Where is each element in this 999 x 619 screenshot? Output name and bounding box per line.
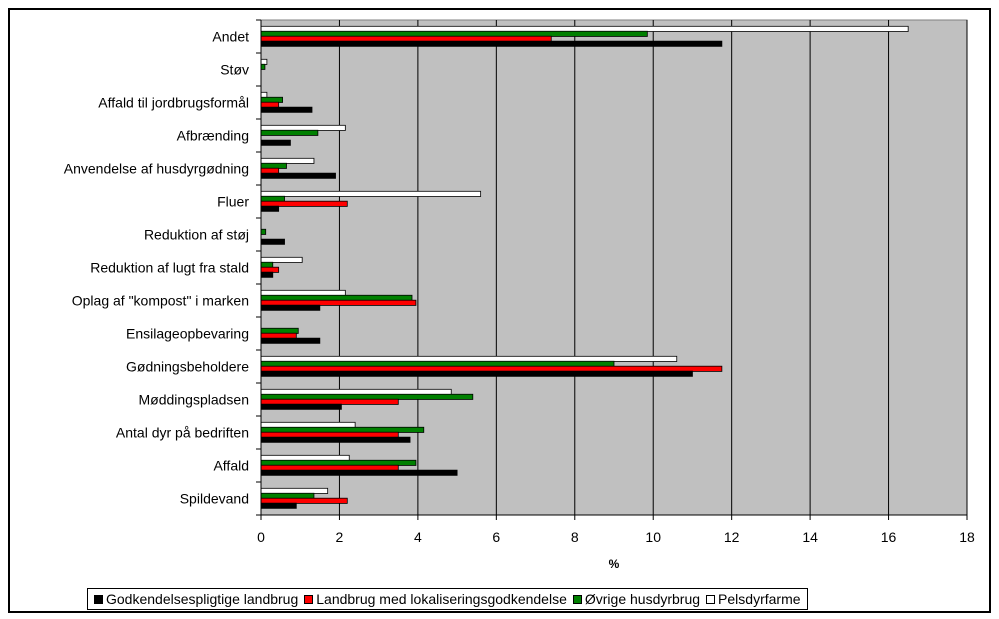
x-tick-label: 16: [881, 529, 897, 545]
x-tick-label: 10: [645, 529, 661, 545]
bar: [260, 157, 315, 164]
bar: [260, 332, 297, 339]
x-tick-label: 8: [571, 529, 579, 545]
category-label: Ensilageopbevaring: [126, 326, 249, 342]
bar: [260, 421, 356, 428]
bar: [260, 58, 268, 65]
legend-swatch: [304, 594, 314, 604]
x-tick-label: 2: [336, 529, 344, 545]
bar: [260, 398, 399, 405]
bar: [260, 365, 723, 372]
bar: [260, 106, 313, 113]
x-tick-label: 6: [492, 529, 500, 545]
bar: [260, 256, 303, 263]
category-label: Spildevand: [180, 491, 249, 507]
bar: [260, 294, 413, 301]
bar: [260, 431, 399, 438]
bar: [260, 469, 458, 476]
bar: [260, 190, 482, 197]
bar: [260, 40, 723, 47]
legend-item: Landbrug med lokaliseringsgodkendelse: [304, 591, 567, 607]
bar: [260, 487, 329, 494]
bar: [260, 101, 280, 108]
bar: [260, 360, 615, 367]
bar: [260, 266, 280, 273]
category-label: Gødningsbeholdere: [126, 359, 249, 375]
bar: [260, 299, 417, 306]
bar: [260, 172, 336, 179]
bar: [260, 370, 693, 377]
legend-item: Øvrige husdyrbrug: [572, 591, 701, 607]
bar: [260, 238, 285, 245]
x-tick-label: 18: [959, 529, 975, 545]
category-label: Reduktion af lugt fra stald: [90, 260, 249, 276]
category-label: Oplag af "kompost" i marken: [72, 293, 249, 309]
bar: [260, 124, 346, 131]
bar: [260, 492, 315, 499]
bar: [260, 205, 280, 212]
axes: [256, 19, 968, 520]
bars: [260, 25, 909, 509]
bar: [260, 454, 350, 461]
bar: [260, 96, 283, 103]
bar: [260, 403, 342, 410]
bar: [260, 195, 285, 202]
legend-label: Pelsdyrfarme: [718, 591, 801, 607]
category-label: Reduktion af støj: [144, 227, 249, 243]
bar: [260, 393, 474, 400]
category-label: Støv: [220, 62, 249, 78]
bar: [260, 426, 425, 433]
x-tick-label: 4: [414, 529, 422, 545]
grid-lines: [338, 20, 968, 515]
x-tick-labels: 0 2 4 6 8 10 12 14 16 18: [257, 529, 975, 545]
bar: [260, 63, 266, 70]
legend-label: Godkendelsespligtige landbrug: [106, 591, 299, 607]
category-label: Antal dyr på bedriften: [116, 425, 249, 441]
category-label: Fluer: [217, 194, 249, 210]
legend-item: Godkendelsespligtige landbrug: [94, 591, 298, 607]
bar: [260, 304, 321, 311]
bar: [260, 497, 348, 504]
bar: [260, 355, 678, 362]
x-tick-label: 14: [802, 529, 818, 545]
x-tick-label: 0: [257, 529, 265, 545]
bar: [260, 271, 274, 278]
legend-label: Landbrug med lokaliseringsgodkendelse: [316, 591, 567, 607]
bar: [260, 261, 274, 268]
bar: [260, 35, 552, 42]
bar: [260, 502, 297, 509]
legend-swatch: [572, 594, 582, 604]
category-label: Affald til jordbrugsformål: [98, 95, 249, 111]
category-labels: Andet Støv Affald til jordbrugsformål Afbræ…: [64, 29, 250, 507]
bar: [260, 459, 417, 466]
bar: [260, 289, 346, 296]
x-tick-label: 12: [724, 529, 740, 545]
category-label: Anvendelse af husdyrgødning: [64, 161, 249, 177]
bar: [260, 162, 287, 169]
bar: [260, 25, 909, 32]
legend-swatch: [94, 594, 103, 604]
legend-item: Pelsdyrfarme: [706, 591, 801, 607]
bar: [260, 228, 267, 235]
category-label: Andet: [212, 29, 249, 45]
bar: [260, 200, 348, 207]
bar: [260, 30, 648, 37]
bar: [260, 436, 411, 443]
bar: [260, 337, 321, 344]
bar: [260, 91, 268, 98]
bar: [260, 167, 280, 174]
category-label: Affald: [213, 458, 249, 474]
bar: [260, 129, 319, 136]
category-label: Afbrænding: [177, 128, 249, 144]
legend: Godkendelsespligtige landbrug Landbrug me…: [87, 588, 808, 610]
legend-label: Øvrige husdyrbrug: [584, 591, 701, 607]
category-label: Møddingspladsen: [138, 392, 249, 408]
x-axis-title: %: [609, 557, 620, 571]
bar: [260, 464, 399, 471]
bar: [260, 388, 452, 395]
bar: [260, 139, 291, 146]
legend-swatch: [706, 594, 716, 604]
bar: [260, 327, 299, 334]
